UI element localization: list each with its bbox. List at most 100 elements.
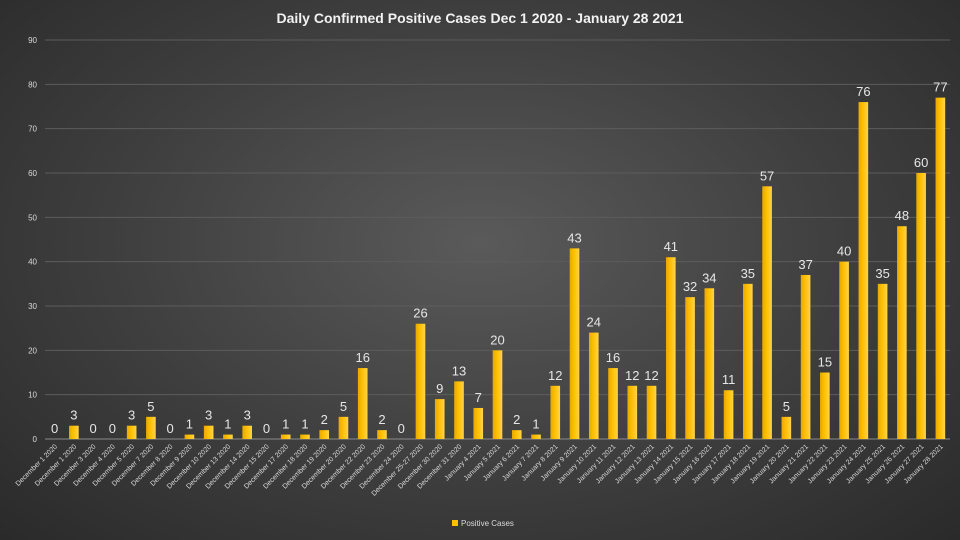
bar: [338, 416, 349, 439]
y-tick-label: 30: [28, 302, 37, 311]
data-label: 24: [587, 315, 601, 330]
y-axis-ticks: 0 10 20 30 40 50 60 70 80 90: [28, 36, 37, 444]
data-label: 0: [167, 421, 174, 436]
data-label: 35: [741, 266, 755, 281]
data-label: 15: [818, 355, 832, 370]
bar: [146, 416, 156, 439]
bar: [377, 430, 387, 439]
data-label: 76: [856, 84, 870, 99]
y-tick-label: 0: [33, 435, 38, 444]
data-label: 9: [436, 381, 443, 396]
data-label: 40: [837, 244, 851, 259]
data-label: 35: [875, 266, 889, 281]
bar: [627, 385, 638, 439]
legend: Positive Cases: [452, 519, 514, 528]
bar: [858, 102, 869, 440]
bar: [839, 261, 849, 439]
data-label: 2: [513, 412, 520, 427]
bar: [69, 425, 79, 439]
bar: [300, 434, 310, 439]
bar: [820, 372, 830, 439]
bar: [877, 283, 888, 439]
bar: [781, 416, 792, 439]
bar: [126, 425, 137, 439]
y-tick-label: 80: [28, 80, 37, 89]
bar: [665, 257, 676, 439]
data-label: 57: [760, 168, 774, 183]
data-label: 43: [567, 230, 581, 245]
bar: [357, 368, 368, 439]
data-label: 32: [683, 279, 697, 294]
bar: [454, 381, 464, 439]
data-label: 34: [702, 270, 716, 285]
data-label: 37: [798, 257, 812, 272]
data-label: 26: [413, 306, 427, 321]
data-label: 41: [664, 239, 678, 254]
data-label: 12: [625, 368, 639, 383]
y-tick-label: 50: [28, 213, 37, 222]
data-label: 16: [355, 350, 369, 365]
bar: [935, 97, 946, 439]
bar: [723, 390, 734, 439]
data-label: 60: [914, 155, 928, 170]
data-label: 12: [548, 368, 562, 383]
data-label: 20: [490, 332, 504, 347]
gridlines: [45, 39, 950, 440]
data-label: 2: [321, 412, 328, 427]
bar: [184, 434, 195, 439]
data-label: 12: [644, 368, 658, 383]
data-label: 2: [378, 412, 385, 427]
data-label: 13: [452, 363, 466, 378]
bar: [492, 350, 503, 439]
data-label: 1: [532, 417, 539, 432]
data-label: 5: [147, 399, 154, 414]
bar: [569, 248, 580, 439]
data-label: 0: [90, 421, 97, 436]
bar: [280, 434, 291, 439]
data-label: 0: [109, 421, 116, 436]
bar: [242, 425, 252, 439]
bar: [319, 430, 330, 439]
y-tick-label: 10: [28, 391, 37, 400]
bar: [473, 407, 484, 439]
bar: [646, 385, 657, 439]
bar: [916, 173, 926, 439]
data-label: 5: [340, 399, 347, 414]
y-tick-label: 60: [28, 169, 37, 178]
bar: [223, 434, 233, 439]
data-label: 3: [128, 408, 135, 423]
data-label: 11: [722, 372, 736, 387]
bar: [434, 399, 445, 439]
bar: [897, 226, 907, 439]
data-label: 5: [783, 399, 790, 414]
bar: [531, 434, 541, 439]
data-label: 48: [895, 208, 909, 223]
bars: [69, 97, 946, 440]
data-label: 0: [398, 421, 405, 436]
y-tick-label: 40: [28, 258, 37, 267]
y-tick-label: 90: [28, 36, 37, 45]
bar: [608, 368, 618, 439]
data-label: 7: [475, 390, 482, 405]
data-label: 1: [301, 417, 308, 432]
y-tick-label: 70: [28, 125, 37, 134]
bar: [588, 332, 599, 439]
bar: [550, 385, 561, 439]
data-label: 3: [70, 408, 77, 423]
data-label: 1: [282, 417, 289, 432]
data-label: 1: [186, 417, 193, 432]
y-tick-label: 20: [28, 346, 37, 355]
chart-title: Daily Confirmed Positive Cases Dec 1 202…: [277, 10, 684, 26]
data-label: 0: [51, 421, 58, 436]
bar: [415, 323, 426, 439]
bar: [762, 186, 772, 439]
data-label: 77: [933, 80, 947, 95]
bar: [511, 430, 522, 439]
bar: [704, 288, 715, 439]
data-label: 3: [205, 408, 212, 423]
bar: [800, 274, 811, 439]
bar: [743, 283, 753, 439]
data-label: 16: [606, 350, 620, 365]
